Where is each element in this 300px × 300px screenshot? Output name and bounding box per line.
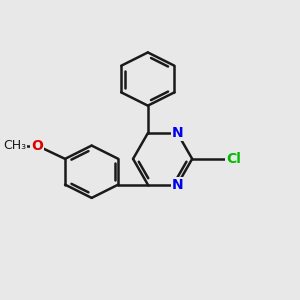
Text: N: N bbox=[172, 126, 183, 140]
Text: CH₃: CH₃ bbox=[3, 139, 26, 152]
Text: Cl: Cl bbox=[226, 152, 241, 166]
Text: O: O bbox=[31, 139, 43, 153]
Text: N: N bbox=[172, 178, 183, 192]
